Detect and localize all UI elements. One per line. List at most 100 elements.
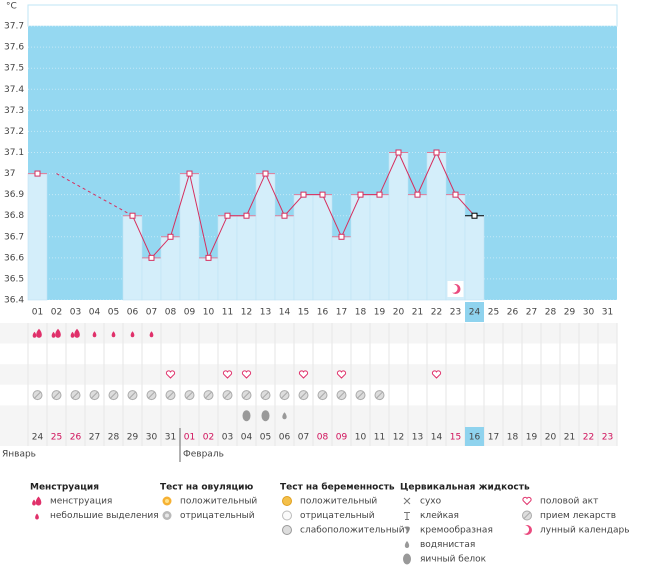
date-label: 09 [336,433,348,443]
unit-label: °C [6,2,17,12]
event-row [0,343,617,365]
x-tick-label: 15 [298,308,309,318]
temperature-point [395,149,402,156]
temperature-point [129,212,136,219]
legend-icon [522,496,532,506]
icon [403,553,411,565]
icon [336,370,347,379]
y-tick-label: 37.2 [4,127,24,137]
legend-label: отрицательный [300,511,375,521]
event-marker [222,390,233,401]
x-tick-label: 11 [222,308,233,318]
x-tick-label: 30 [583,308,595,318]
temperature-point [205,254,212,261]
date-label: 15 [450,433,461,443]
icon [403,497,411,505]
legend-icon [403,497,411,505]
x-tick-label: 24 [469,308,481,318]
icon-drop [130,331,135,338]
event-marker [92,331,97,338]
x-tick-label: 03 [70,308,81,318]
temperature-point [338,233,345,240]
temperature-point [281,212,288,219]
date-label: 21 [564,433,575,443]
icon [319,391,326,399]
date-label: 30 [146,433,158,443]
icon [376,391,383,399]
icon-drop [35,513,39,520]
temperature-column [274,215,295,301]
date-label: 12 [393,433,404,443]
icon [129,391,136,399]
icon [34,391,41,399]
x-tick-label: 22 [431,308,442,318]
x-tick-label: 08 [165,308,177,318]
x-tick-label: 09 [184,308,196,318]
y-tick-label: 37.5 [4,64,24,74]
icon-drop [74,328,80,338]
event-marker [51,390,62,401]
event-marker [32,328,42,338]
date-label: 02 [203,433,214,443]
temperature-point [433,149,440,156]
temperature-point [319,191,326,198]
legend-icon [404,512,410,520]
x-tick-label: 14 [279,308,291,318]
icon [242,410,251,422]
icon [282,496,292,506]
event-marker [447,281,464,297]
x-tick-label: 05 [108,308,119,318]
event-marker [355,390,366,401]
icon [282,525,292,535]
icon [262,391,269,399]
date-label: 28 [108,433,120,443]
event-row [0,405,617,426]
event-marker [130,331,135,338]
icon-drop [32,331,37,338]
event-marker [336,390,347,401]
y-tick-label: 36.8 [4,211,24,221]
x-tick-label: 02 [51,308,62,318]
x-tick-label: 27 [526,308,537,318]
date-label: 27 [89,433,100,443]
y-tick-label: 37.4 [4,85,24,95]
legend-label: положительный [180,497,257,507]
temperature-point [471,212,478,219]
temperature-point [186,170,193,177]
date-label: 26 [70,433,82,443]
legend-label: менструация [50,497,112,507]
icon [222,370,233,379]
x-tick-label: 01 [32,308,43,318]
icon [404,512,410,520]
date-label: 31 [165,433,176,443]
date-label: 06 [279,433,291,443]
date-label: 10 [355,433,367,443]
temperature-column [388,152,409,301]
icon [110,391,117,399]
event-marker [298,390,309,401]
event-marker [241,370,252,379]
legend-label: кремообразная [420,526,493,536]
y-tick-label: 37 [4,169,15,179]
icon-drop [149,331,154,338]
y-tick-label: 36.6 [4,253,24,263]
x-tick-label: 25 [488,308,499,318]
temperature-point [376,191,383,198]
event-marker [111,331,116,338]
legend-title: Менструация [30,483,99,493]
event-marker [127,390,138,401]
temperature-column [331,236,352,301]
legend-icon [35,513,39,520]
event-marker [282,412,287,420]
event-marker [222,370,233,379]
x-tick-label: 29 [564,308,576,318]
date-label: 17 [488,433,499,443]
date-label: 24 [32,433,44,443]
legend-label: сухо [420,497,442,507]
temperature-point [148,254,155,261]
icon [186,391,193,399]
date-label: 19 [526,433,538,443]
legend-icon [403,553,411,565]
event-marker [317,390,328,401]
y-tick-label: 36.9 [4,190,24,200]
